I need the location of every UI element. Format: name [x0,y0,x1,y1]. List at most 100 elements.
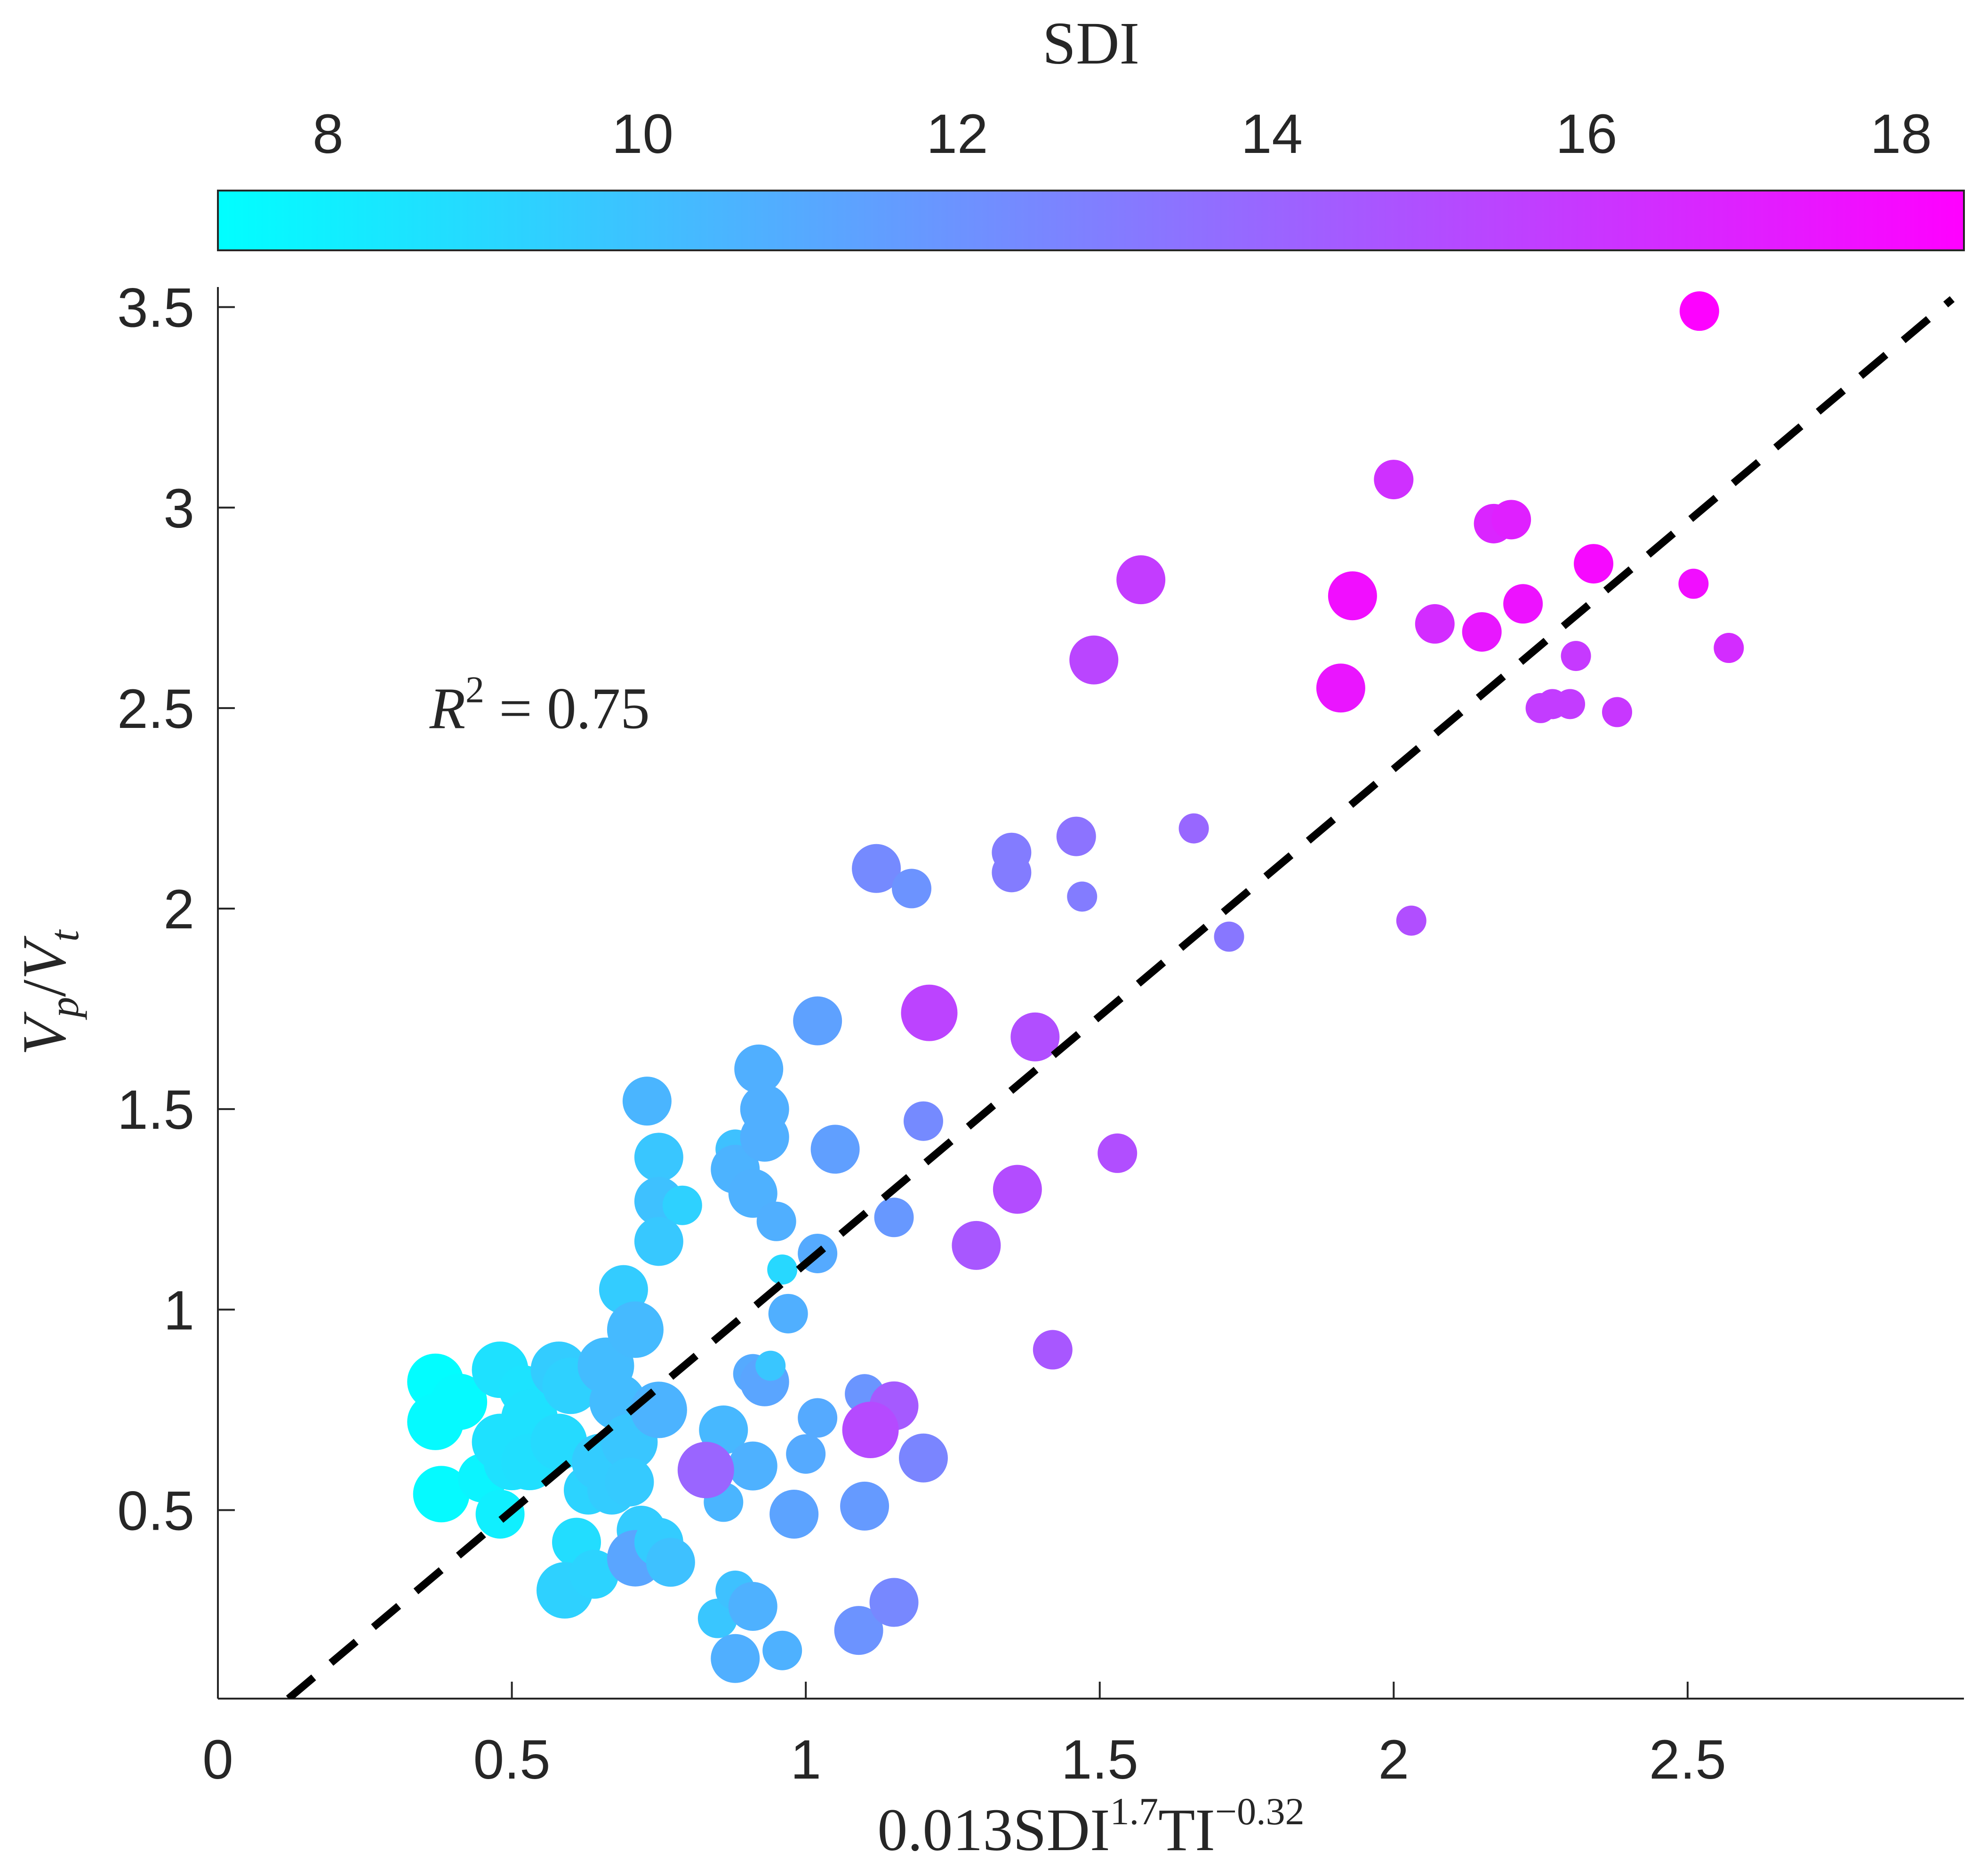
colorbar-tick-label: 10 [612,103,673,165]
scatter-point [892,869,932,909]
r-symbol: R [429,677,465,742]
scatter-point [1328,571,1377,621]
x-label-ti: TI [1158,1796,1215,1863]
plot-axes: 0 0.5 1 1.5 2 2.5 0.5 1 1.5 2 2.5 3 3.5 [117,277,1964,1791]
fit-line [286,296,1955,1699]
r-value: = 0.75 [484,677,650,742]
x-label-exp2: −0.32 [1215,1790,1305,1833]
scatter-point [1602,697,1632,727]
scatter-point [769,1489,819,1539]
y-label-p: p [42,997,88,1021]
y-label-vp: V [9,1011,79,1055]
scatter-point [1491,500,1531,540]
scatter-point [1056,816,1096,856]
scatter-point [786,1434,826,1474]
scatter-point [1316,663,1365,713]
scatter-point [697,1598,737,1638]
scatter-point [793,996,842,1046]
x-axis-label: 0.013SDI1.7TI−0.32 [877,1790,1304,1863]
scatter-point [1116,555,1166,605]
y-axis-label-group: Vp/Vt [9,929,88,1055]
scatter-point [768,1293,808,1333]
scatter-point [756,1201,796,1241]
colorbar-ticks: 8 10 12 14 16 18 [312,103,1932,208]
scatter-point [1098,1133,1138,1173]
scatter-point [1561,641,1591,671]
r-squared-annotation: R2 = 0.75 [429,670,650,742]
scatter-point [605,1457,654,1507]
scatter-point [646,1538,695,1587]
y-axis-ticks: 0.5 1 1.5 2 2.5 3 3.5 [117,277,235,1542]
scatter-point [869,1578,919,1627]
scatter-point [740,1112,789,1162]
scatter-point [762,1630,802,1670]
x-tick-label: 1.5 [1061,1729,1138,1791]
colorbar-tick-label: 8 [312,103,344,165]
scatter-point [630,1381,687,1438]
scatter-point [634,1217,683,1266]
scatter-point [1714,633,1744,663]
scatter-point [810,1125,860,1174]
scatter-point [834,1606,883,1655]
x-tick-label: 2 [1378,1729,1409,1791]
scatter-point [475,1489,525,1539]
scatter-point [1069,635,1119,685]
x-axis-ticks: 0 0.5 1 1.5 2 2.5 [202,1682,1726,1791]
scatter-point [1067,881,1098,912]
x-tick-label: 0.5 [473,1729,551,1791]
colorbar-gradient [217,190,1965,251]
x-tick-label: 1 [790,1729,821,1791]
scatter-point [677,1442,734,1499]
y-tick-label: 3.5 [117,277,194,339]
scatter-point [992,853,1032,893]
x-tick-label: 2.5 [1649,1729,1726,1791]
scatter-point [898,1433,948,1483]
scatter-point [662,1185,702,1225]
y-label-slash: / [9,980,79,997]
scatter-point [1555,689,1586,719]
y-tick-label: 3 [163,478,194,540]
scatter-point [607,1301,664,1358]
scatter-point [1678,568,1709,599]
scatter-point [1374,460,1414,500]
colorbar: SDI 8 10 12 14 16 18 [217,10,1965,251]
scatter-point [622,1077,672,1126]
scatter-point [952,1221,1001,1270]
scatter-point [634,1133,683,1182]
scatter-point [852,844,901,893]
scatter-point [734,1044,784,1094]
y-tick-label: 2 [163,878,194,941]
scatter-point [1178,813,1209,844]
scatter-point [1462,612,1502,652]
scatter-point [728,1581,777,1631]
scatter-point [1415,604,1455,644]
scatter-point [903,1101,943,1141]
scatter-point [407,1393,464,1450]
scatter-point [1503,584,1543,624]
colorbar-tick-label: 12 [926,103,988,165]
y-label-vt: V [9,935,79,980]
scatter-point [1679,291,1719,331]
y-tick-label: 0.5 [117,1480,194,1542]
y-tick-label: 2.5 [117,678,194,740]
scatter-point [413,1466,470,1523]
scatter-point [993,1165,1042,1214]
scatter-point [728,1441,777,1491]
y-tick-label: 1 [163,1279,194,1341]
x-label-base: 0.013SDI [877,1796,1110,1863]
scatter-point [842,1401,899,1458]
x-label-exp1: 1.7 [1110,1790,1159,1833]
scatter-point [840,1481,889,1531]
colorbar-tick-label: 16 [1555,103,1617,165]
scatter-point [1396,905,1426,936]
y-axis-label: Vp/Vt [9,929,88,1055]
y-label-t: t [42,929,88,942]
scatter-point [1214,921,1244,952]
scatter-point [755,1350,786,1381]
scatter-point [767,1254,798,1285]
scatter-point [901,984,958,1041]
scatter-point [1010,1012,1060,1062]
r-exponent: 2 [465,670,484,711]
scatter-point [798,1398,838,1438]
